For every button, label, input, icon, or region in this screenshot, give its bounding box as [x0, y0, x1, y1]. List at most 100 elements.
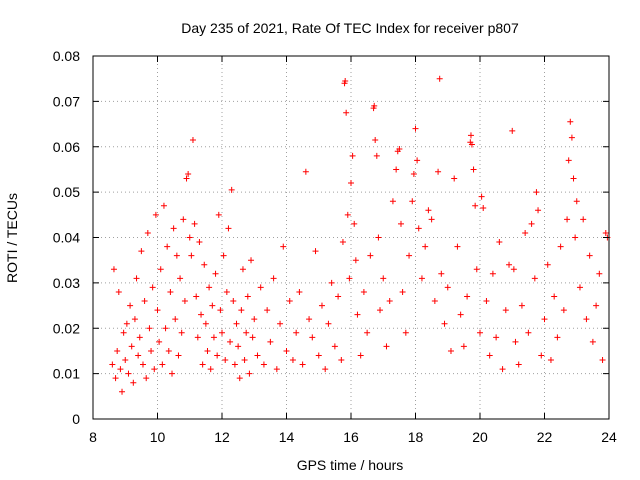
data-point: [468, 141, 475, 148]
data-point: [342, 77, 349, 84]
data-point: [201, 261, 208, 268]
data-point: [318, 302, 325, 309]
data-point: [164, 243, 171, 250]
data-point: [244, 293, 251, 300]
x-tick-label: 18: [408, 429, 424, 445]
data-point: [573, 198, 580, 205]
data-point: [435, 168, 442, 175]
data-point: [510, 266, 517, 273]
data-point: [441, 320, 448, 327]
data-point: [383, 343, 390, 350]
data-point: [580, 216, 587, 223]
data-point: [159, 361, 166, 368]
data-points: [109, 75, 611, 395]
data-point: [344, 211, 351, 218]
data-point: [518, 302, 525, 309]
data-point: [160, 202, 167, 209]
data-point: [397, 220, 404, 227]
data-point: [162, 325, 169, 332]
data-point: [206, 284, 213, 291]
data-point: [235, 343, 242, 350]
data-point: [602, 229, 609, 236]
data-point: [196, 239, 203, 246]
data-point: [180, 216, 187, 223]
data-point: [599, 357, 606, 364]
data-point: [264, 307, 271, 314]
data-point: [193, 293, 200, 300]
data-point: [483, 298, 490, 305]
data-point: [167, 288, 174, 295]
x-axis-tick-labels: 8 10 12 14 16 18 20 22 24: [89, 429, 617, 445]
x-tick-label: 24: [601, 429, 617, 445]
data-point: [541, 316, 548, 323]
data-point: [210, 334, 217, 341]
data-point: [422, 243, 429, 250]
data-point: [173, 252, 180, 259]
data-point: [544, 261, 551, 268]
data-point: [280, 243, 287, 250]
data-point: [220, 252, 227, 259]
data-point: [564, 216, 571, 223]
data-point: [375, 234, 382, 241]
data-point: [227, 338, 234, 345]
data-point: [486, 352, 493, 359]
data-point: [406, 252, 413, 259]
data-point: [127, 302, 134, 309]
data-point: [586, 252, 593, 259]
data-point: [207, 366, 214, 373]
data-point: [309, 334, 316, 341]
data-point: [447, 347, 454, 354]
data-point: [572, 234, 579, 241]
data-point: [554, 334, 561, 341]
data-point: [133, 275, 140, 282]
data-point: [489, 270, 496, 277]
data-point: [170, 225, 177, 232]
data-point: [377, 307, 384, 314]
data-point: [236, 375, 243, 382]
data-point: [480, 205, 487, 212]
data-point: [151, 366, 158, 373]
y-tick-label: 0.05: [53, 184, 80, 200]
data-point: [131, 316, 138, 323]
data-point: [248, 257, 255, 264]
data-point: [343, 109, 350, 116]
data-point: [322, 366, 329, 373]
data-point: [293, 329, 300, 336]
data-point: [560, 307, 567, 314]
data-point: [315, 352, 322, 359]
data-point: [128, 343, 135, 350]
data-point: [283, 347, 290, 354]
data-point: [289, 357, 296, 364]
data-point: [372, 136, 379, 143]
data-point: [183, 175, 190, 182]
data-point: [349, 152, 356, 159]
y-tick-label: 0.02: [53, 320, 80, 336]
data-point: [451, 175, 458, 182]
data-point: [114, 347, 121, 354]
data-point: [312, 248, 319, 255]
data-point: [502, 307, 509, 314]
data-point: [175, 352, 182, 359]
data-point: [122, 357, 129, 364]
data-point: [204, 347, 211, 354]
data-point: [138, 248, 145, 255]
data-point: [186, 234, 193, 241]
data-point: [380, 275, 387, 282]
data-point: [551, 293, 558, 300]
y-tick-label: 0: [72, 411, 80, 427]
data-point: [230, 298, 237, 305]
data-point: [202, 320, 209, 327]
data-point: [557, 243, 564, 250]
axis-ticks: [92, 55, 610, 420]
data-point: [109, 361, 116, 368]
y-tick-label: 0.01: [53, 366, 80, 382]
data-point: [389, 198, 396, 205]
data-point: [509, 127, 516, 134]
data-point: [460, 343, 467, 350]
data-point: [418, 275, 425, 282]
data-point: [148, 347, 155, 354]
data-point: [254, 352, 261, 359]
data-point: [367, 252, 374, 259]
data-point: [143, 375, 150, 382]
data-point: [188, 252, 195, 259]
